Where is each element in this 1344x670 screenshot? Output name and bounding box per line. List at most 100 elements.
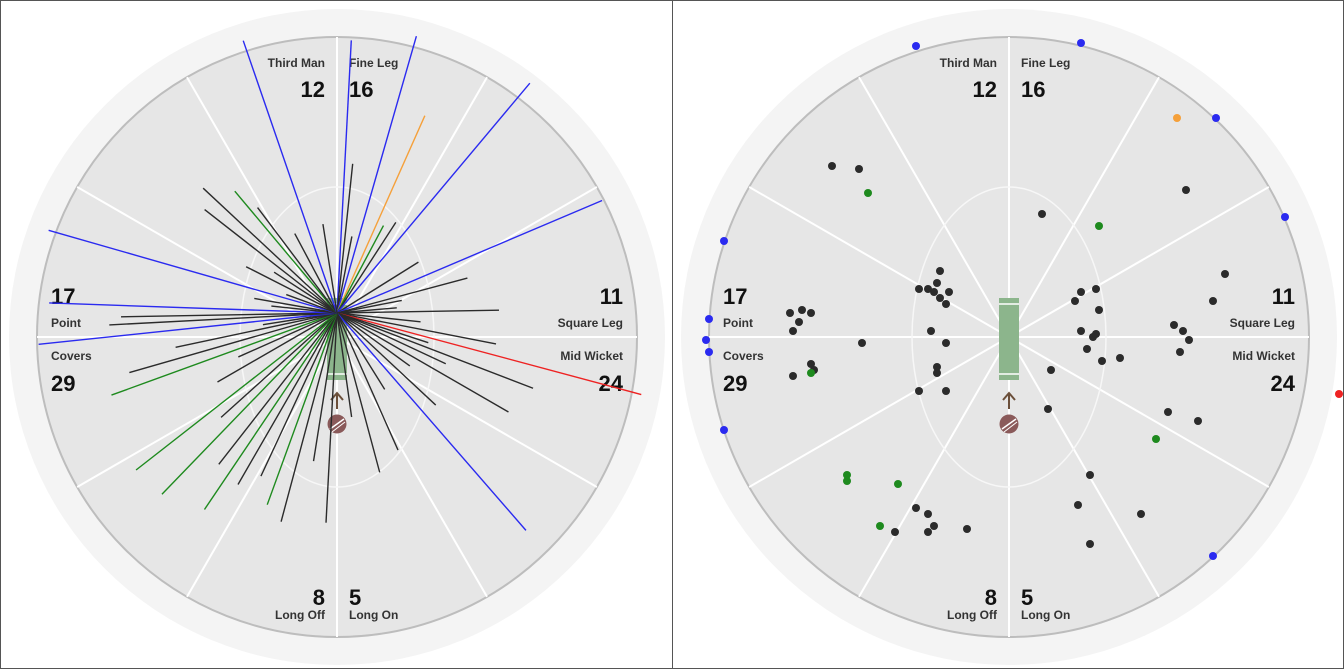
- zone-name: Long On: [349, 608, 398, 622]
- shot-point: [942, 300, 950, 308]
- shot-line: [336, 312, 509, 413]
- shot-line: [218, 312, 338, 465]
- shot-line: [322, 223, 338, 314]
- shot-line: [336, 199, 603, 314]
- zone-name: Long On: [1021, 608, 1070, 622]
- ball-seam: [331, 421, 346, 433]
- direction-arrow-head: [1002, 391, 1016, 401]
- shot-point: [786, 309, 794, 317]
- shot-line: [48, 229, 338, 314]
- shot-point: [855, 165, 863, 173]
- pitch-strip: [999, 298, 1019, 380]
- shot-point: [1077, 288, 1085, 296]
- zone-count: 12: [301, 77, 325, 102]
- shot-line: [336, 309, 499, 314]
- shot-line: [254, 297, 338, 314]
- shot-line: [49, 302, 338, 314]
- shot-line: [336, 261, 419, 314]
- zone-name: Third Man: [268, 56, 325, 70]
- zone-count: 8: [985, 585, 997, 610]
- shot-line: [325, 312, 338, 523]
- zone-divider: [336, 336, 488, 598]
- zone-count: 17: [51, 284, 75, 309]
- zone-count: 12: [973, 77, 997, 102]
- shot-line: [336, 312, 534, 389]
- zone-count: 8: [313, 585, 325, 610]
- shot-line: [203, 312, 338, 510]
- shot-point: [789, 372, 797, 380]
- zone-name: Fine Leg: [349, 56, 398, 70]
- shot-line: [336, 312, 399, 451]
- shot-line: [336, 222, 397, 314]
- shot-line: [202, 187, 338, 314]
- shot-point: [930, 522, 938, 530]
- shot-point: [1176, 348, 1184, 356]
- shot-line: [294, 233, 338, 314]
- shot-line: [336, 225, 385, 314]
- zone-divider: [748, 336, 1010, 488]
- shot-point: [1077, 327, 1085, 335]
- zone-name: Fine Leg: [1021, 56, 1070, 70]
- shot-line: [336, 312, 527, 531]
- shot-point: [942, 387, 950, 395]
- shot-scatter-chart: 12 Third Man 16 Fine Leg 17 Point 29 Covers 11 Sq…: [681, 9, 1343, 665]
- shot-point: [891, 528, 899, 536]
- zone-name: Point: [51, 316, 81, 330]
- shot-point: [843, 477, 851, 485]
- shot-line: [121, 312, 338, 318]
- shot-point: [1185, 336, 1193, 344]
- ball-seam: [329, 418, 345, 430]
- shot-point: [912, 504, 920, 512]
- shot-line: [336, 163, 354, 314]
- shot-point: [930, 288, 938, 296]
- shot-point: [807, 309, 815, 317]
- shot-line: [336, 277, 468, 314]
- shot-point: [702, 336, 710, 344]
- shot-point: [1074, 501, 1082, 509]
- zone-name: Square Leg: [1230, 316, 1295, 330]
- zone-divider: [858, 76, 1010, 338]
- shot-line: [336, 236, 353, 314]
- shot-point: [933, 363, 941, 371]
- shot-line: [280, 312, 338, 522]
- zone-name: Long Off: [275, 608, 326, 622]
- shot-point: [807, 360, 815, 368]
- shot-point: [924, 285, 932, 293]
- shot-point: [1116, 354, 1124, 362]
- shot-point: [963, 525, 971, 533]
- shot-point: [720, 426, 728, 434]
- shot-point: [933, 369, 941, 377]
- shot-point: [1335, 390, 1343, 398]
- shot-point: [1182, 186, 1190, 194]
- shot-point: [705, 348, 713, 356]
- shot-point: [807, 369, 815, 377]
- zone-count: 11: [600, 284, 623, 309]
- shot-line: [109, 312, 338, 326]
- shot-line: [129, 312, 338, 374]
- shot-point: [1221, 270, 1229, 278]
- pitch-map-panel: 12 Third Man 16 Fine Leg 17 Point 29 Covers 11 Sq…: [672, 0, 1344, 669]
- shot-point: [927, 327, 935, 335]
- shot-line: [336, 312, 437, 406]
- shot-point: [1092, 330, 1100, 338]
- shot-line: [111, 312, 338, 396]
- wagon-wheel-panel: 12 Third Man 16 Fine Leg 17 Point 29 Covers 11 Sq…: [0, 0, 673, 669]
- shot-line: [336, 299, 402, 314]
- shot-point: [936, 294, 944, 302]
- shot-line: [336, 312, 429, 344]
- shot-point: [1086, 540, 1094, 548]
- shot-point: [942, 339, 950, 347]
- shot-point: [894, 480, 902, 488]
- shot-point: [1152, 435, 1160, 443]
- zone-name: Long Off: [947, 608, 998, 622]
- zone-divider: [1008, 186, 1270, 338]
- wagon-wheel-chart: 12 Third Man 16 Fine Leg 17 Point 29 Covers 11 Sq…: [9, 9, 665, 665]
- shot-line: [336, 312, 411, 367]
- shot-point: [843, 471, 851, 479]
- zone-count: 16: [349, 77, 373, 102]
- shot-point: [1071, 297, 1079, 305]
- shot-point: [876, 522, 884, 530]
- zone-name: Third Man: [940, 56, 997, 70]
- shot-point: [858, 339, 866, 347]
- zone-name: Covers: [723, 349, 764, 363]
